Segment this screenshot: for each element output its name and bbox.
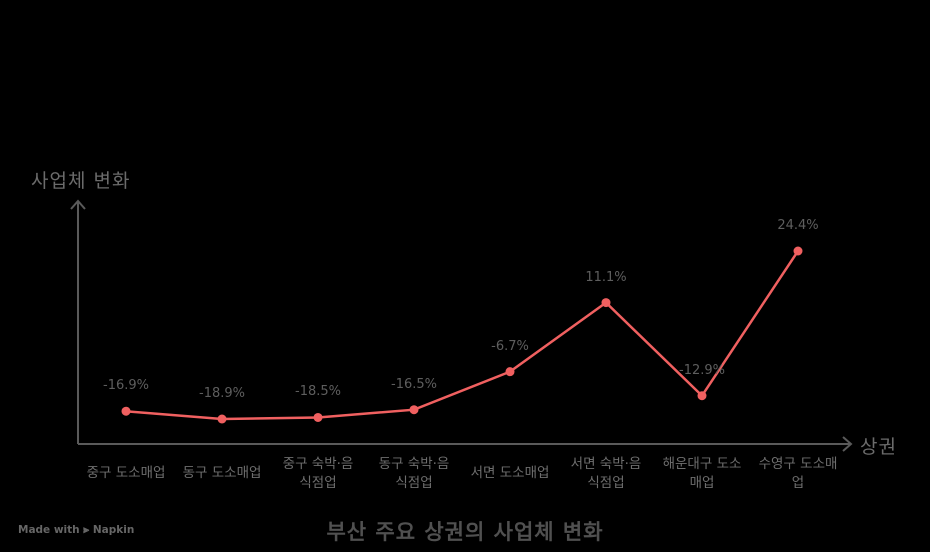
category-label: 서면 숙박·음 식점업 bbox=[570, 456, 642, 491]
category-label: 중구 숙박·음 식점업 bbox=[282, 456, 354, 491]
napkin-watermark: Made with ⫸ Napkin bbox=[18, 524, 135, 536]
data-point bbox=[793, 246, 803, 256]
data-point bbox=[121, 406, 131, 416]
value-label: -12.9% bbox=[679, 362, 725, 378]
value-label: -16.5% bbox=[391, 376, 437, 392]
y-axis-label: 사업체 변화 bbox=[31, 170, 131, 192]
category-label: 동구 숙박·음 식점업 bbox=[378, 456, 450, 491]
category-label: 서면 도소매업 bbox=[470, 465, 550, 481]
value-label: -18.9% bbox=[199, 386, 245, 401]
data-point bbox=[601, 298, 611, 308]
value-label: -6.7% bbox=[491, 338, 529, 354]
category-label: 동구 도소매업 bbox=[182, 465, 262, 481]
data-markers bbox=[121, 246, 803, 424]
value-label: -16.9% bbox=[103, 378, 149, 394]
series-line bbox=[125, 250, 800, 421]
category-label: 해운대구 도소 매업 bbox=[662, 456, 742, 491]
data-point bbox=[409, 405, 419, 415]
value-label: -18.5% bbox=[295, 384, 341, 400]
category-label: 중구 도소매업 bbox=[86, 465, 166, 481]
data-point bbox=[697, 391, 707, 401]
category-label: 수영구 도소매 업 bbox=[758, 456, 838, 491]
data-point bbox=[217, 414, 227, 424]
value-label: 24.4% bbox=[777, 218, 819, 233]
chart-title: 부산 주요 상권의 사업체 변화 bbox=[326, 520, 604, 544]
value-label: 11.1% bbox=[585, 269, 627, 285]
axes bbox=[70, 199, 853, 452]
data-point bbox=[505, 367, 515, 377]
x-axis-label: 상권 bbox=[860, 436, 897, 458]
data-point bbox=[313, 412, 323, 422]
